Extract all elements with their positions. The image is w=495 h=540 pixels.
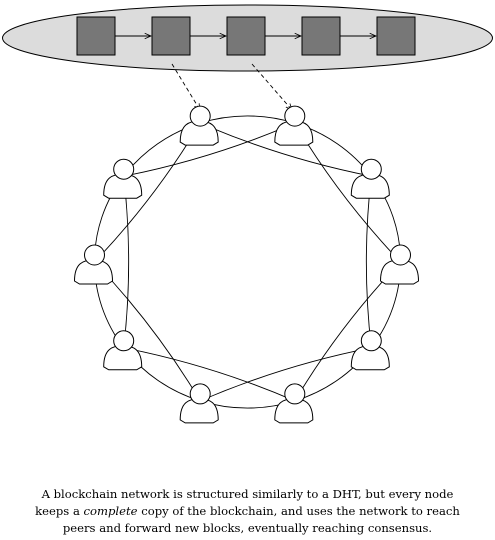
block-2: [151, 16, 191, 56]
peer-node-6: [274, 383, 314, 424]
peer-head-icon: [284, 105, 306, 127]
chain-to-peer-connectors: [171, 63, 292, 110]
blockchain-chain: [76, 16, 416, 56]
peer-node-8: [103, 330, 143, 371]
peer-head-icon: [284, 383, 306, 405]
peer-node-2: [274, 105, 314, 146]
caption-line-3: peers and forward new blocks, eventually…: [62, 521, 433, 535]
blockchain-network-diagram: [2, 4, 493, 424]
peer-node-9: [73, 244, 114, 285]
chord-link-6: [123, 347, 295, 402]
peer-node-1: [179, 105, 219, 146]
chord-link-8: [123, 176, 130, 348]
block-3: [226, 16, 266, 56]
peers: [73, 105, 420, 424]
network-chords: [94, 122, 401, 402]
peer-node-7: [179, 383, 219, 424]
caption-line-2-start: keeps a: [35, 504, 84, 518]
peer-node-5: [350, 330, 390, 371]
figure-caption: A blockchain network is structured simil…: [20, 486, 475, 537]
peer-head-icon: [113, 158, 135, 180]
peer-head-icon: [113, 330, 135, 352]
chord-link-3: [365, 176, 372, 348]
chord-link-5: [200, 347, 372, 402]
block-5: [376, 16, 416, 56]
block-1: [76, 16, 116, 56]
caption-line-2-end: copy of the blockchain, and uses the net…: [137, 504, 460, 518]
peer-node-4: [379, 244, 420, 285]
caption-line-1: A blockchain network is structured simil…: [41, 487, 454, 501]
peer-node-10: [103, 158, 143, 199]
block-4: [301, 16, 341, 56]
peer-head-icon: [189, 105, 211, 127]
peer-head-icon: [360, 158, 382, 180]
caption-emphasis: complete: [83, 504, 138, 518]
ring-link-1: [200, 115, 295, 124]
chord-link-1: [200, 122, 372, 177]
peer-head-icon: [84, 244, 105, 266]
peer-node-3: [350, 158, 390, 199]
peer-head-icon: [189, 383, 211, 405]
peer-head-icon: [390, 244, 411, 266]
connector-dashed-right: [251, 63, 292, 110]
connector-dashed-left: [171, 63, 200, 110]
peer-head-icon: [360, 330, 382, 352]
chord-link-10: [123, 122, 295, 177]
